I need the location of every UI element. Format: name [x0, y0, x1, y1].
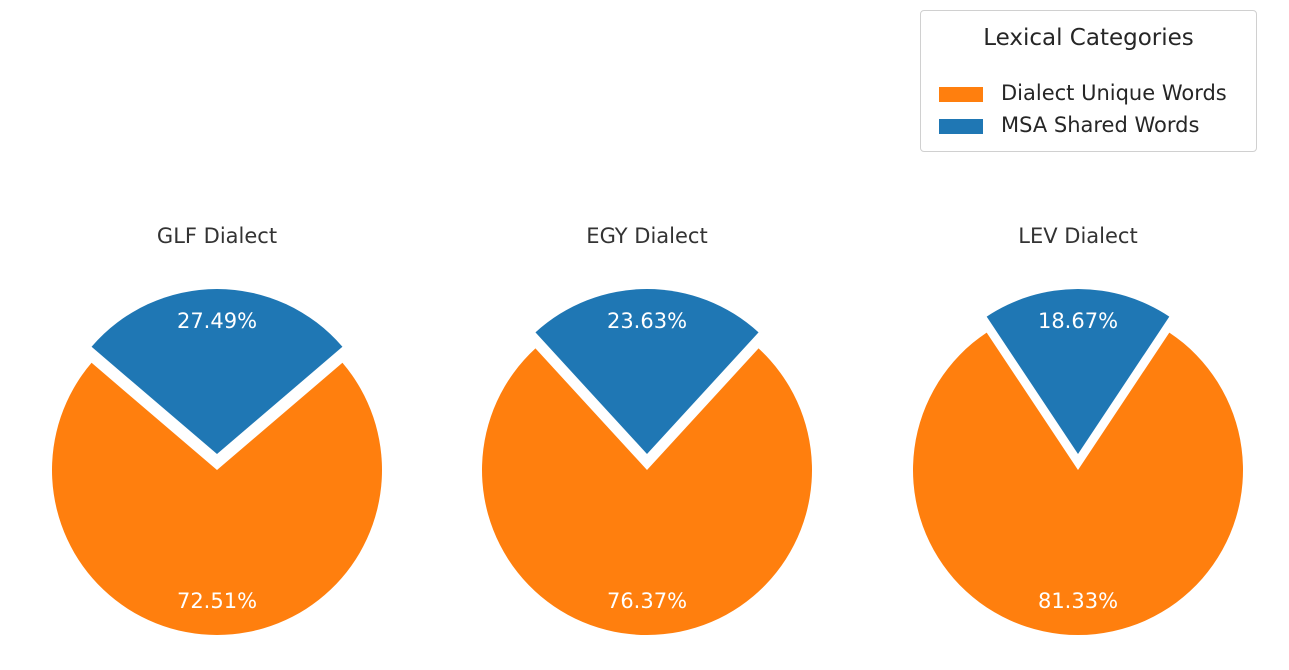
- slice-percent-label: 27.49%: [177, 309, 257, 333]
- pie-slice-dialect-unique-words: [51, 362, 382, 635]
- pie-chart-glf-dialect: GLF Dialect 27.49% 72.51%: [51, 224, 382, 635]
- pie-slice-dialect-unique-words: [481, 348, 812, 636]
- chart-title: GLF Dialect: [157, 224, 277, 248]
- pie-slice-msa-shared-words: [986, 289, 1170, 454]
- chart-title: EGY Dialect: [586, 224, 707, 248]
- pie-slice-msa-shared-words: [535, 289, 759, 454]
- slice-percent-label: 72.51%: [177, 589, 257, 613]
- pie-chart-egy-dialect: EGY Dialect 23.63% 76.37%: [481, 224, 812, 636]
- slice-percent-label: 23.63%: [607, 309, 687, 333]
- pie-chart-lev-dialect: LEV Dialect 18.67% 81.33%: [913, 224, 1243, 635]
- slice-percent-label: 81.33%: [1038, 589, 1118, 613]
- legend: Lexical Categories Dialect Unique Words …: [920, 10, 1257, 152]
- legend-label-dialect-unique: Dialect Unique Words: [1001, 81, 1227, 105]
- legend-swatch-msa-shared: [939, 119, 983, 134]
- legend-label-msa-shared: MSA Shared Words: [1001, 113, 1200, 137]
- slice-percent-label: 76.37%: [607, 589, 687, 613]
- slice-percent-label: 18.67%: [1038, 309, 1118, 333]
- pie-slice-dialect-unique-words: [913, 332, 1243, 635]
- legend-title: Lexical Categories: [983, 25, 1194, 51]
- pie-slice-msa-shared-words: [91, 289, 343, 454]
- legend-swatch-dialect-unique: [939, 87, 983, 102]
- chart-title: LEV Dialect: [1018, 224, 1137, 248]
